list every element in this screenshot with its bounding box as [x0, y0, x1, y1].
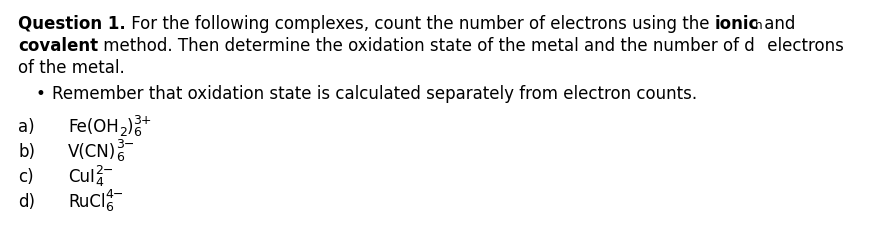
- Text: ionic: ionic: [714, 15, 758, 33]
- Text: For the following complexes, count the number of electrons using the: For the following complexes, count the n…: [125, 15, 714, 33]
- Text: 6: 6: [105, 201, 113, 214]
- Text: b): b): [18, 143, 35, 161]
- Text: 6: 6: [117, 151, 125, 164]
- Text: electrons: electrons: [763, 37, 844, 55]
- Text: Remember that oxidation state is calculated separately from electron counts.: Remember that oxidation state is calcula…: [52, 85, 697, 103]
- Text: •: •: [36, 85, 46, 103]
- Text: V(CN): V(CN): [68, 143, 117, 161]
- Text: Question 1.: Question 1.: [18, 15, 125, 33]
- Text: 2: 2: [118, 126, 126, 139]
- Text: covalent: covalent: [18, 37, 98, 55]
- Text: of the metal.: of the metal.: [18, 59, 125, 77]
- Text: 3+: 3+: [133, 114, 152, 126]
- Text: 2−: 2−: [94, 164, 113, 177]
- Text: and: and: [758, 15, 796, 33]
- Text: RuCl: RuCl: [68, 193, 105, 211]
- Text: method. Then determine the oxidation state of the metal and the number of d: method. Then determine the oxidation sta…: [98, 37, 755, 55]
- Text: CuI: CuI: [68, 168, 94, 186]
- Text: 4: 4: [94, 176, 102, 189]
- Text: 3−: 3−: [117, 139, 134, 151]
- Text: Fe(OH: Fe(OH: [68, 118, 118, 136]
- Text: n: n: [755, 20, 763, 32]
- Text: c): c): [18, 168, 34, 186]
- Text: 4−: 4−: [105, 188, 124, 202]
- Text: 6: 6: [133, 126, 141, 139]
- Text: ): ): [126, 118, 133, 136]
- Text: a): a): [18, 118, 34, 136]
- Text: d): d): [18, 193, 35, 211]
